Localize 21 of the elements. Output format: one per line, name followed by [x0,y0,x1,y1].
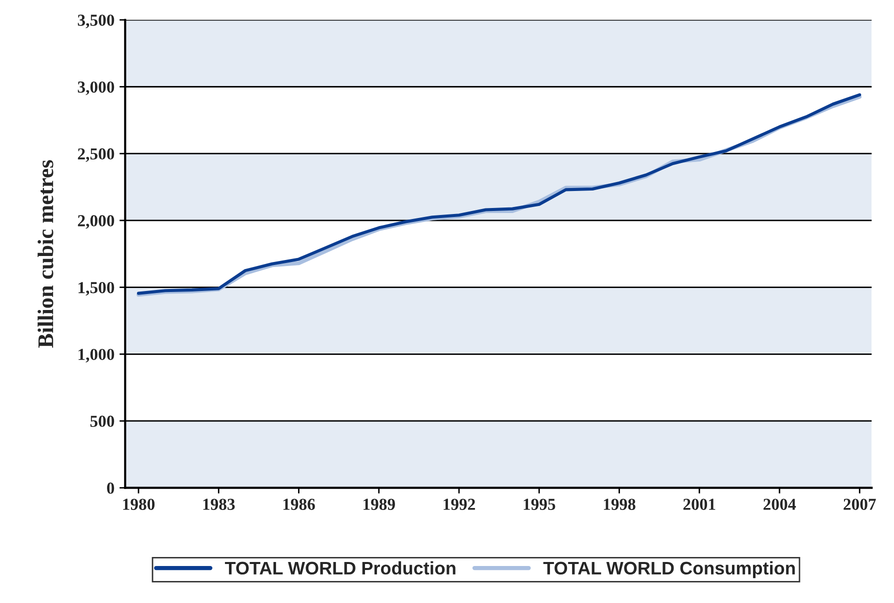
x-tick-label: 2004 [764,498,796,510]
y-tick-label: 2,000 [78,215,114,229]
y-tick-label: 1,000 [78,348,114,362]
x-tick-label: 2007 [844,498,876,510]
x-tick-label: 1992 [444,498,475,510]
y-tick-label: 2,500 [78,148,114,162]
y-tick-label: 1,500 [78,282,114,296]
y-tick-label: 3,500 [78,14,114,28]
y-axis-title: Billion cubic metres [38,160,54,348]
x-tick-label: 1998 [604,498,636,510]
legend-label: TOTAL WORLD Production [224,561,456,575]
x-tick-label: 1983 [203,498,235,510]
x-tick-label: 2001 [683,498,716,510]
y-tick-label: 0 [107,482,114,494]
x-tick-label: 1986 [283,498,315,510]
y-tick-label: 500 [90,416,114,427]
y-tick-label: 3,000 [78,81,114,96]
x-tick-label: 1995 [524,498,556,510]
x-tick-label: 1989 [364,498,395,510]
legend-label: TOTAL WORLD Consumption [543,561,795,578]
x-tick-label: 1980 [123,498,155,510]
